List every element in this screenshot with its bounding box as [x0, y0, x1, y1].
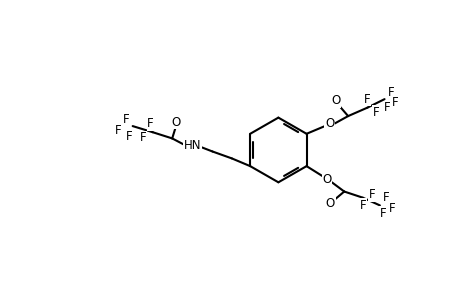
Text: F: F: [368, 188, 375, 201]
Text: O: O: [322, 173, 331, 187]
Text: HN: HN: [183, 139, 201, 152]
Text: F: F: [382, 191, 389, 204]
Text: F: F: [359, 199, 365, 212]
Text: F: F: [391, 96, 398, 109]
Text: F: F: [147, 117, 153, 130]
Text: O: O: [324, 117, 333, 130]
Text: O: O: [330, 94, 340, 107]
Text: F: F: [388, 202, 395, 215]
Text: O: O: [325, 197, 334, 210]
Text: F: F: [386, 86, 393, 99]
Text: F: F: [372, 106, 379, 119]
Text: F: F: [140, 131, 146, 144]
Text: F: F: [114, 124, 121, 137]
Text: F: F: [125, 130, 132, 143]
Text: O: O: [171, 116, 180, 129]
Text: F: F: [379, 207, 386, 220]
Text: F: F: [363, 93, 369, 106]
Text: F: F: [122, 113, 129, 126]
Text: F: F: [383, 101, 389, 114]
